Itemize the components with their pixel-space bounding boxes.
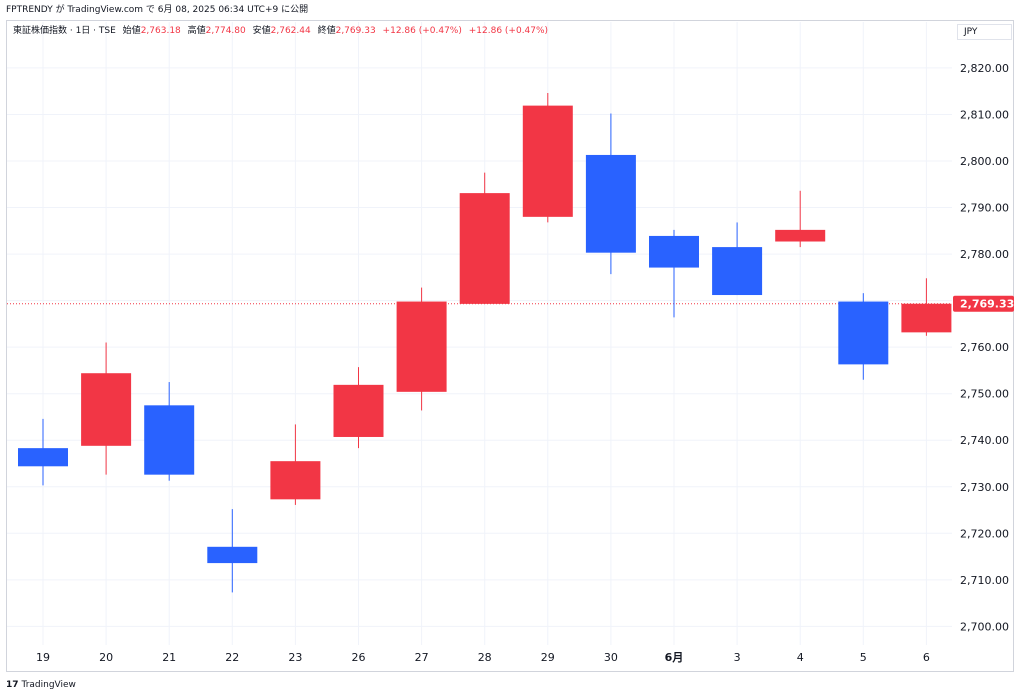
candle-body — [18, 448, 68, 467]
candle[interactable] — [522, 93, 573, 223]
x-tick-label: 30 — [604, 651, 618, 664]
candle-body — [333, 384, 384, 437]
candle[interactable] — [270, 424, 321, 505]
close-value: 2,769.33 — [335, 26, 376, 36]
price-axis: 2,700.00 2,710.00 2,720.00 2,730.00 2,740.00… — [960, 62, 1009, 633]
x-tick-label: 6月 — [665, 651, 684, 664]
candle[interactable] — [775, 190, 826, 248]
candle-body — [144, 405, 195, 475]
candle-body — [81, 373, 132, 446]
candle[interactable] — [459, 172, 510, 304]
close-label: 終値 — [317, 26, 336, 36]
y-tick-label: 2,760.00 — [960, 341, 1009, 354]
candle-body — [396, 301, 447, 392]
x-tick-label: 28 — [478, 651, 492, 664]
open-label: 始値 — [122, 26, 141, 36]
y-tick-label: 2,750.00 — [960, 388, 1009, 401]
publish-caption: FPTRENDY が TradingView.com で 6月 08, 2025… — [6, 5, 309, 15]
high-label: 高値 — [187, 26, 206, 36]
y-tick-label: 2,800.00 — [960, 155, 1009, 168]
time-axis: 19 20 21 22 23 26 27 28 29 30 6月 3 4 5 6 — [36, 651, 930, 664]
low-value: 2,762.44 — [270, 26, 311, 36]
x-tick-label: 3 — [734, 651, 741, 664]
candle[interactable] — [333, 367, 384, 449]
candle[interactable] — [207, 509, 258, 593]
y-tick-label: 2,740.00 — [960, 434, 1009, 447]
x-tick-label: 27 — [415, 651, 429, 664]
x-tick-label: 23 — [288, 651, 302, 664]
x-tick-label: 20 — [99, 651, 113, 664]
x-tick-label: 19 — [36, 651, 50, 664]
candle[interactable] — [901, 278, 952, 336]
candles — [18, 93, 952, 593]
y-tick-label: 2,820.00 — [960, 62, 1009, 75]
x-tick-label: 21 — [162, 651, 176, 664]
candle[interactable] — [396, 287, 447, 411]
last-price-label: 2,769.33 — [960, 298, 1014, 311]
y-tick-label: 2,790.00 — [960, 202, 1009, 215]
footer: 17 TradingView — [6, 678, 76, 692]
x-tick-label: 22 — [225, 651, 239, 664]
change-value-2: +12.86 (+0.47%) — [468, 26, 549, 36]
candle[interactable] — [649, 229, 699, 318]
y-tick-label: 2,780.00 — [960, 248, 1009, 261]
currency-button[interactable]: JPY — [957, 24, 1012, 40]
open-value: 2,763.18 — [140, 26, 181, 36]
candle-body — [775, 229, 826, 242]
y-tick-label: 2,700.00 — [960, 620, 1009, 633]
x-tick-label: 5 — [860, 651, 867, 664]
ohlc-legend: 東証株価指数 · 1日 · TSE 始値2,763.18 高値2,774.80 … — [13, 25, 548, 37]
x-tick-label: 26 — [352, 651, 366, 664]
low-label: 安値 — [252, 26, 271, 36]
candle-body — [901, 303, 952, 333]
brand-name: TradingView — [21, 680, 76, 690]
candle-body — [522, 105, 573, 217]
x-tick-label: 29 — [541, 651, 555, 664]
candle[interactable] — [18, 418, 68, 486]
candle-body — [649, 235, 699, 268]
y-tick-label: 2,720.00 — [960, 527, 1009, 540]
grid-lines — [7, 22, 952, 645]
tradingview-logo-icon[interactable]: 17 — [6, 680, 19, 690]
change-value: +12.86 (+0.47%) — [382, 26, 462, 36]
candle-body — [585, 154, 636, 253]
candle-body — [207, 546, 258, 564]
candle-body — [838, 301, 889, 365]
y-tick-label: 2,710.00 — [960, 574, 1009, 587]
x-tick-label: 4 — [797, 651, 804, 664]
y-tick-label: 2,810.00 — [960, 108, 1009, 121]
candle-body — [459, 193, 510, 304]
high-value: 2,774.80 — [205, 26, 246, 36]
candle-body — [712, 247, 763, 296]
symbol-label[interactable]: 東証株価指数 · 1日 · TSE — [13, 26, 116, 36]
chart-frame — [6, 20, 1014, 672]
candle-body — [270, 461, 321, 500]
candle[interactable] — [144, 382, 195, 481]
x-tick-label: 6 — [923, 651, 930, 664]
y-tick-label: 2,730.00 — [960, 481, 1009, 494]
candle[interactable] — [838, 293, 889, 380]
last-price-badge — [953, 295, 1014, 312]
candle[interactable] — [81, 342, 132, 475]
candle[interactable] — [585, 113, 636, 275]
candle[interactable] — [712, 222, 763, 296]
